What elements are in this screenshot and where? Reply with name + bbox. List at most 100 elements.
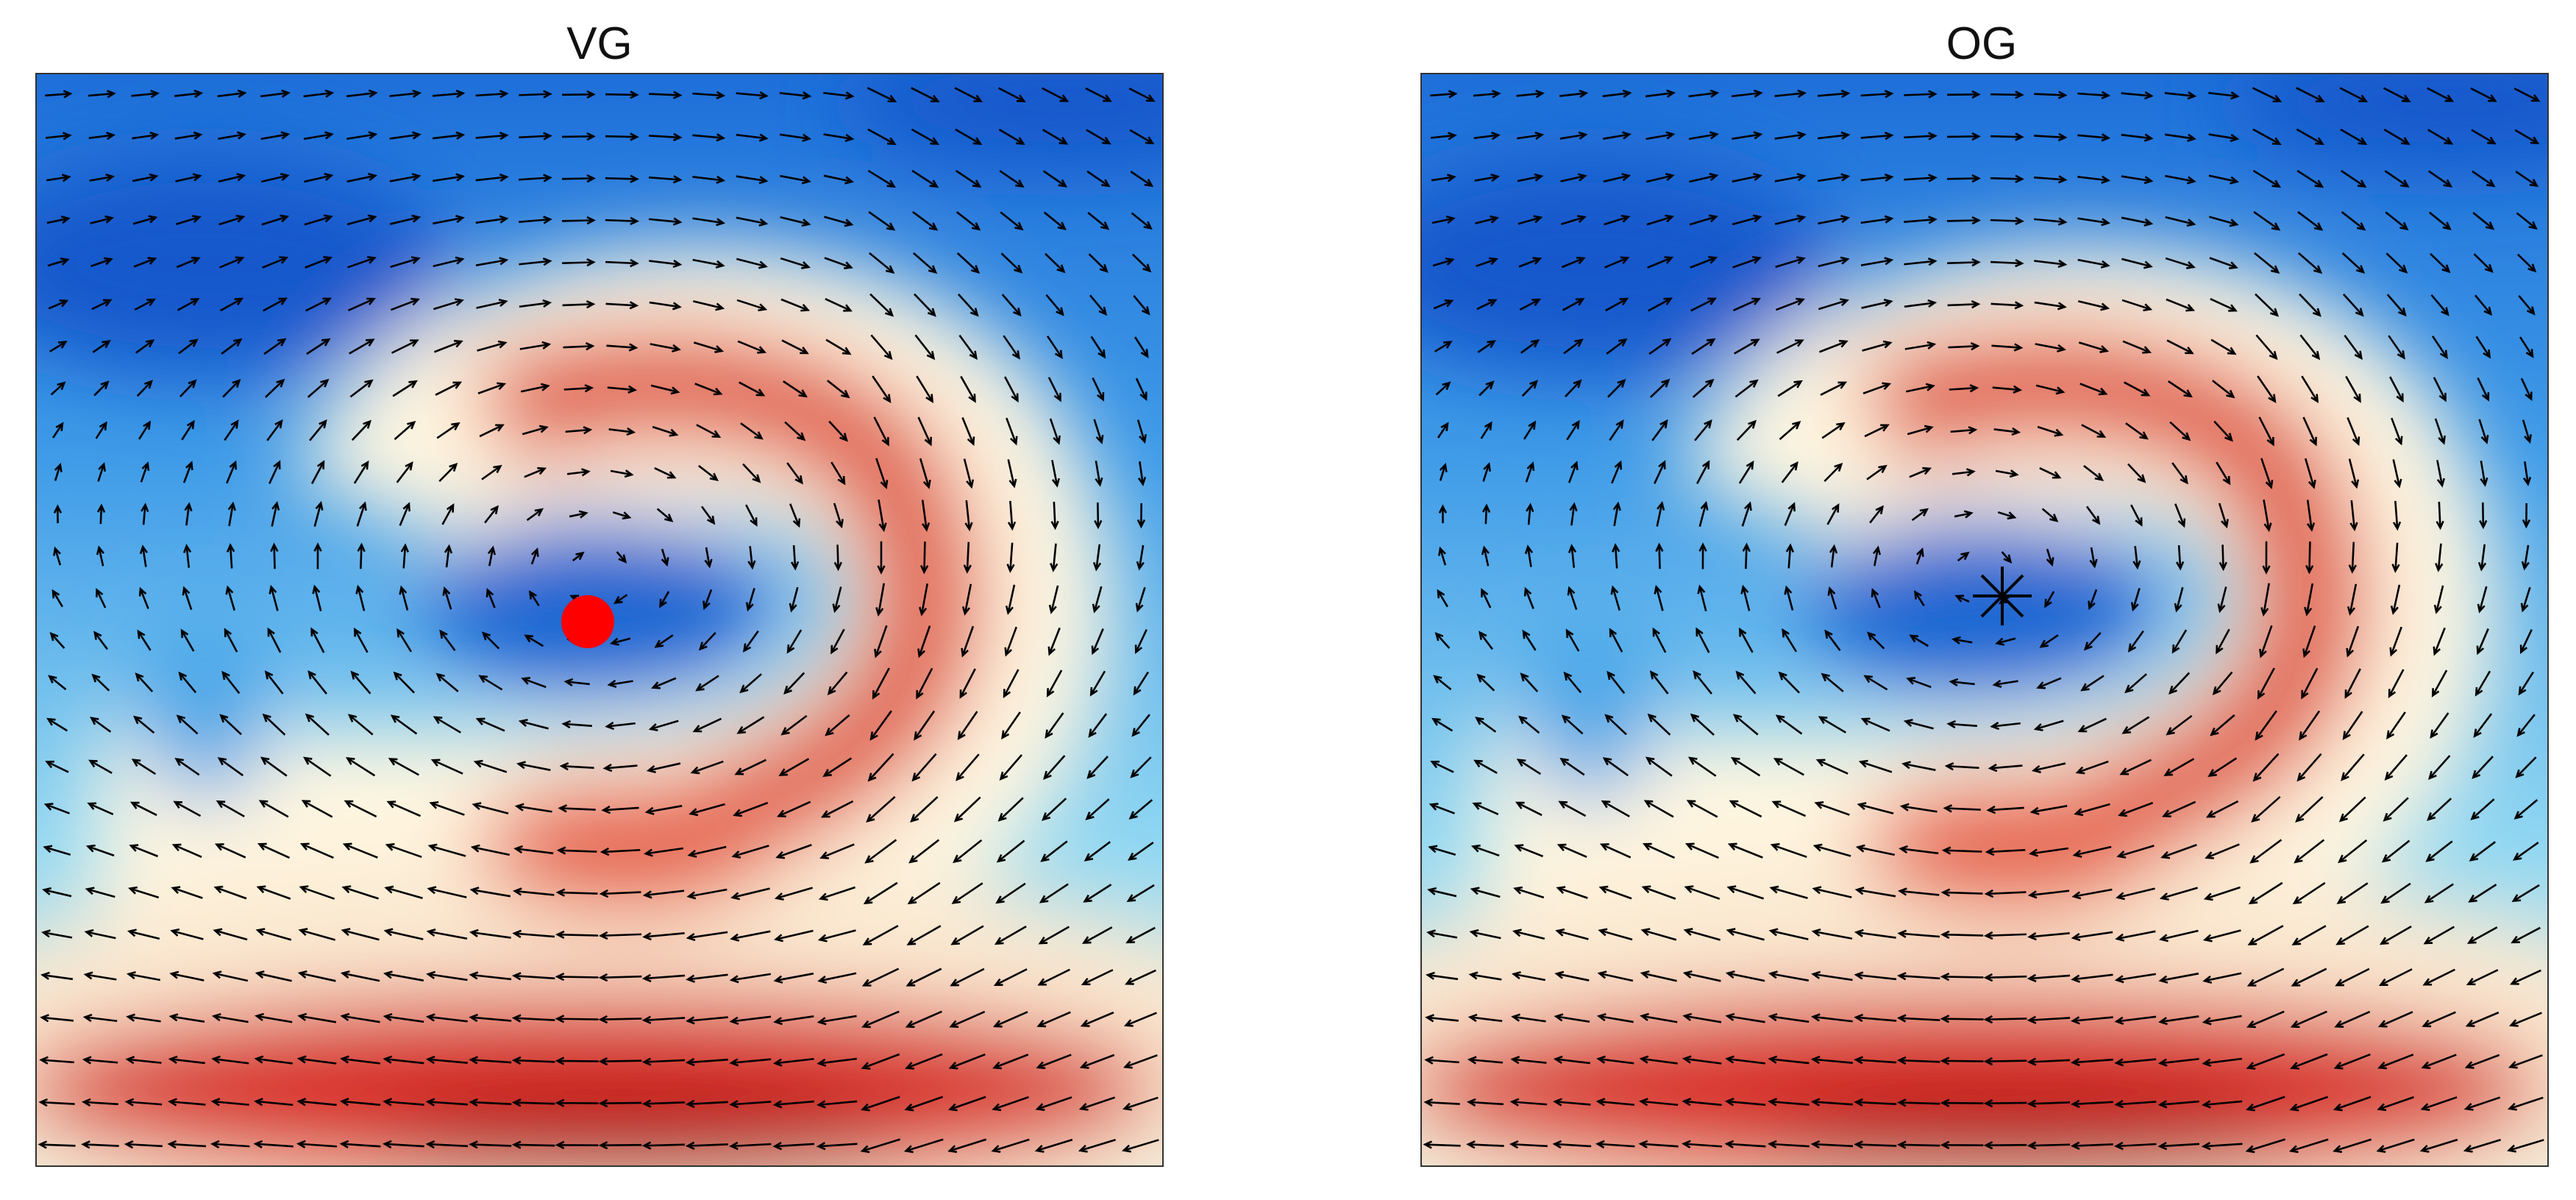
- arrow: [555, 1098, 599, 1107]
- arrow: [1431, 174, 1456, 182]
- arrow: [869, 710, 892, 741]
- arrow: [2033, 175, 2068, 184]
- arrow: [1431, 216, 1456, 224]
- arrow: [961, 625, 975, 658]
- arrow: [2029, 847, 2069, 857]
- arrow: [2420, 1096, 2458, 1111]
- arrow: [2116, 887, 2155, 901]
- arrow: [1001, 711, 1021, 740]
- arrow: [341, 928, 380, 941]
- arrow: [1730, 757, 1761, 777]
- arrow: [1779, 420, 1801, 441]
- arrow: [2386, 294, 2407, 317]
- arrow: [1470, 844, 1500, 857]
- arrow: [1472, 802, 1499, 815]
- arrow: [520, 383, 550, 393]
- arrow: [304, 172, 334, 183]
- arrow: [357, 542, 366, 569]
- arrow: [1520, 672, 1539, 692]
- arrow: [218, 173, 246, 183]
- arrow: [1516, 759, 1542, 775]
- arrow: [1516, 89, 1545, 99]
- arrow: [1092, 377, 1105, 402]
- arrow: [2423, 926, 2455, 945]
- arrow: [2115, 930, 2156, 942]
- arrow: [2070, 1141, 2113, 1150]
- arrow: [956, 252, 981, 274]
- arrow: [2208, 133, 2240, 143]
- arrow: [689, 803, 725, 817]
- arrow: [562, 132, 596, 141]
- arrow: [1829, 544, 1838, 568]
- arrow: [2463, 1096, 2501, 1111]
- arrow: [1810, 1055, 1853, 1065]
- arrow: [2345, 375, 2361, 403]
- arrow: [1467, 1098, 1504, 1107]
- arrow: [1079, 1054, 1115, 1069]
- arrow: [2510, 969, 2541, 985]
- arrow: [54, 462, 63, 481]
- arrow: [867, 169, 897, 188]
- arrow: [2246, 968, 2285, 987]
- arrow: [1047, 377, 1061, 402]
- arrow: [2166, 339, 2194, 355]
- arrow: [472, 802, 509, 814]
- arrow: [391, 339, 419, 354]
- arrow: [469, 971, 512, 981]
- arrow: [254, 1055, 293, 1065]
- arrow: [1045, 712, 1064, 739]
- arrow: [1479, 631, 1493, 650]
- arrow: [905, 1053, 943, 1070]
- arrow: [906, 925, 942, 945]
- arrow: [561, 174, 596, 183]
- arrow: [1475, 215, 1500, 224]
- arrow: [2471, 129, 2497, 145]
- arrow: [2427, 87, 2455, 102]
- arrow: [2114, 973, 2157, 984]
- arrow: [178, 338, 199, 355]
- arrow: [179, 379, 197, 398]
- arrow: [1565, 628, 1580, 652]
- arrow: [513, 887, 555, 896]
- arrow: [1000, 252, 1023, 274]
- arrow: [1088, 713, 1108, 738]
- arrow: [1006, 417, 1018, 446]
- arrow: [1479, 380, 1495, 397]
- arrow: [396, 461, 413, 483]
- arrow: [1434, 632, 1451, 649]
- arrow: [88, 90, 116, 99]
- arrow: [649, 259, 683, 269]
- arrow: [524, 466, 547, 478]
- arrow: [2027, 1099, 2071, 1108]
- arrow: [2246, 1010, 2285, 1029]
- arrow: [180, 628, 195, 652]
- arrow: [168, 1055, 205, 1065]
- arrow: [386, 800, 421, 817]
- arrow: [1595, 1098, 1634, 1107]
- arrow: [953, 796, 981, 823]
- arrow: [1596, 1012, 1634, 1023]
- arrow: [255, 1012, 293, 1023]
- arrow: [97, 462, 106, 482]
- arrow: [1607, 670, 1626, 695]
- arrow: [224, 628, 238, 653]
- arrow: [598, 1057, 642, 1066]
- arrow: [1510, 1056, 1547, 1065]
- arrow: [2209, 257, 2238, 270]
- arrow: [692, 133, 726, 142]
- arrow: [217, 89, 247, 98]
- arrow: [2077, 217, 2111, 227]
- arrow: [2339, 87, 2369, 102]
- arrow: [1090, 335, 1106, 359]
- arrow: [1480, 421, 1492, 439]
- arrow: [1690, 297, 1717, 312]
- arrow: [1897, 929, 1940, 938]
- arrow: [1564, 379, 1582, 398]
- arrow: [2335, 925, 2369, 945]
- arrow: [2175, 544, 2185, 571]
- arrow: [1645, 173, 1675, 183]
- arrow: [1682, 1055, 1722, 1065]
- arrow: [1430, 132, 1457, 141]
- arrow: [436, 422, 460, 439]
- arrow: [957, 711, 978, 740]
